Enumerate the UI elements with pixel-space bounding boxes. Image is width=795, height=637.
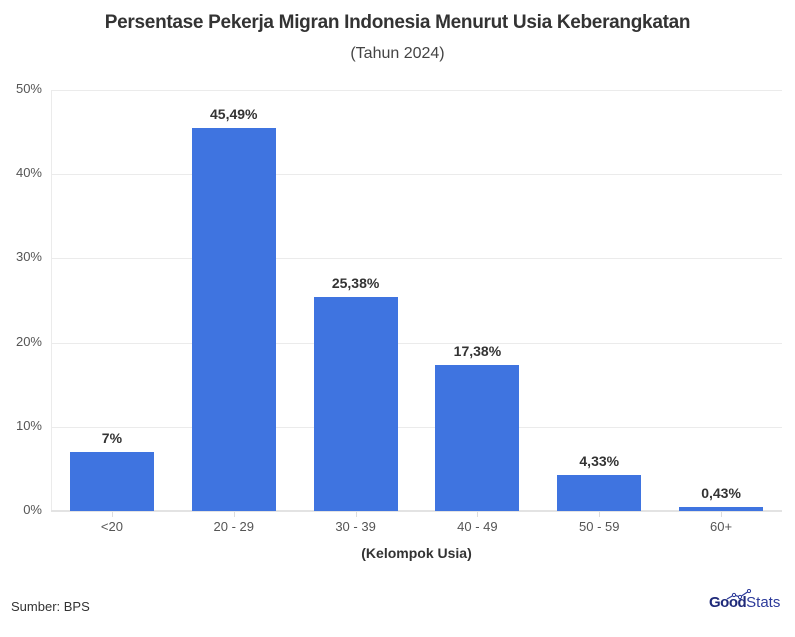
x-tick-mark [355, 512, 357, 517]
logo-text-stats: Stats [746, 594, 781, 611]
x-tick-label: <20 [100, 519, 123, 534]
x-tick-mark [111, 512, 113, 517]
y-tick-label: 40% [15, 165, 42, 181]
source-note: Sumber: BPS [11, 599, 90, 614]
bar[interactable] [557, 474, 642, 511]
bar-value-label: 25,38% [331, 275, 380, 292]
trend-line-icon [726, 589, 752, 600]
bar-value-label: 7% [101, 430, 123, 447]
bar[interactable] [313, 297, 398, 511]
chart-subtitle: (Tahun 2024) [350, 45, 445, 62]
x-tick-mark [233, 512, 235, 517]
bar[interactable] [69, 452, 154, 511]
x-tick-mark [599, 512, 601, 517]
y-tick-label: 0% [23, 502, 42, 517]
gridline [51, 426, 782, 428]
chart-title: Persentase Pekerja Migran Indonesia Menu… [104, 12, 691, 33]
y-tick-label: 20% [15, 333, 42, 349]
bar-value-label: 4,33% [579, 452, 620, 469]
y-axis-line [51, 90, 52, 511]
bar-value-label: 17,38% [453, 342, 502, 359]
y-tick-label: 50% [15, 81, 42, 96]
x-tick-label: 20 - 29 [213, 519, 254, 534]
goodstats-logo: GoodStats [709, 589, 781, 611]
bar[interactable] [679, 507, 764, 511]
x-tick-mark [721, 512, 723, 517]
x-axis-label: (Kelompok Usia) [361, 545, 472, 561]
logo-text-good: Good [709, 594, 747, 611]
gridline [51, 258, 782, 260]
bar-value-label: 45,49% [210, 105, 258, 122]
x-tick-label: 60+ [710, 519, 733, 534]
x-tick-mark [477, 512, 479, 517]
plot-area: 7% 45,49% 25,38% 17,38% 4,33% 0,43% [51, 90, 782, 512]
gridline [51, 342, 782, 344]
x-tick-label: 30 - 39 [335, 519, 376, 534]
bar[interactable] [435, 364, 520, 511]
bar-value-label: 0,43% [701, 485, 741, 502]
gridline [51, 174, 782, 176]
x-tick-label: 50 - 59 [579, 519, 620, 534]
gridline [51, 90, 782, 91]
y-tick-label: 30% [15, 249, 42, 265]
y-tick-label: 10% [15, 417, 42, 433]
bar[interactable] [191, 127, 276, 511]
x-axis-baseline [51, 510, 782, 512]
x-tick-label: 40 - 49 [457, 519, 498, 534]
